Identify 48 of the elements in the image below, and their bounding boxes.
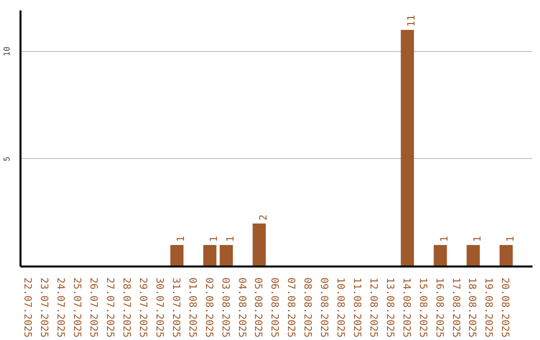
x-tick-label: 02.08.2025 [202, 278, 214, 338]
bar [203, 244, 216, 266]
x-tick-label: 20.08.2025 [499, 278, 510, 338]
x-tick-label: 28.07.2025 [120, 278, 132, 338]
x-tick-label: 19.08.2025 [482, 278, 494, 338]
x-tick-label: 24.07.2025 [54, 278, 66, 338]
data-label: 1 [505, 236, 516, 242]
data-label: 1 [472, 236, 484, 242]
x-tick-label: 08.08.2025 [302, 278, 313, 338]
y-tick-label: 5 [2, 156, 12, 162]
x-tick-label: 13.08.2025 [384, 278, 395, 338]
bar [220, 244, 233, 266]
data-label: 1 [226, 236, 237, 242]
y-tick-label: 10 [2, 46, 12, 56]
x-tick-label: 23.07.2025 [38, 278, 50, 338]
bar [500, 244, 513, 266]
x-tick-label: 17.08.2025 [450, 278, 461, 338]
x-tick-label: 03.08.2025 [219, 278, 230, 338]
x-tick-label: 18.08.2025 [466, 278, 478, 338]
bar [400, 30, 414, 266]
x-tick-label: 16.08.2025 [433, 278, 444, 338]
x-tick-label: 26.07.2025 [88, 278, 99, 338]
x-tick-label: 01.08.2025 [186, 278, 198, 338]
bar [170, 244, 184, 266]
data-label: 1 [209, 236, 220, 242]
x-tick-label: 12.08.2025 [367, 278, 378, 338]
x-tick-label: 05.08.2025 [252, 278, 264, 338]
x-tick-label: 29.07.2025 [136, 278, 148, 338]
x-tick-label: 04.08.2025 [236, 278, 247, 338]
x-tick-label: 09.08.2025 [318, 278, 330, 338]
data-label: 1 [440, 236, 451, 242]
x-tick-label: 31.07.2025 [170, 278, 181, 338]
x-tick-label: 15.08.2025 [416, 278, 428, 338]
x-tick-label: 06.08.2025 [268, 278, 280, 338]
x-tick-label: 25.07.2025 [71, 278, 82, 338]
bar [466, 244, 480, 266]
data-label: 2 [258, 214, 270, 220]
bar [252, 223, 266, 266]
x-tick-label: 11.08.2025 [350, 278, 362, 338]
x-tick-label: 22.07.2025 [22, 278, 33, 338]
x-tick-label: 14.08.2025 [400, 278, 412, 338]
bar [434, 244, 447, 266]
x-tick-label: 07.08.2025 [285, 278, 296, 338]
x-tick-label: 27.07.2025 [104, 278, 116, 338]
x-tick-label: 30.07.2025 [153, 278, 164, 338]
data-label: 11 [406, 14, 418, 27]
x-tick-label: 10.08.2025 [334, 278, 346, 338]
data-label: 1 [176, 236, 188, 242]
